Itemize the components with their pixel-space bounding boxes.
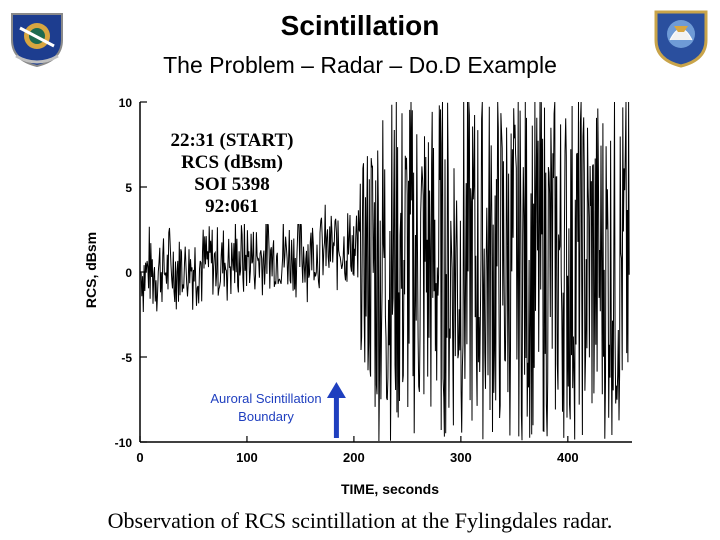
boundary-arrow-shaft [333, 396, 339, 438]
y-tick-label: -10 [115, 436, 133, 450]
rcs-trace [140, 101, 630, 442]
axis-labels: TIME, seconds RCS, dBsm [83, 232, 439, 497]
x-tick-label: 0 [136, 450, 143, 465]
chart-axes [139, 101, 632, 443]
annotation-label-line1: Auroral Scintillation [210, 391, 321, 406]
y-tick-label: 0 [125, 266, 132, 280]
y-tick-label: 10 [119, 96, 133, 110]
y-axis-label: RCS, dBsm [83, 232, 99, 308]
rcs-trace-line [140, 101, 630, 442]
scintillation-boundary-annotation: Auroral Scintillation Boundary [184, 382, 348, 438]
inset-text-line: RCS (dBsm) [181, 152, 283, 173]
slide-subtitle: The Problem – Radar – Do.D Example [163, 52, 557, 78]
inset-text-line: SOI 5398 [194, 174, 270, 195]
x-tick-label: 200 [343, 450, 365, 465]
agency-emblem-icon [654, 10, 708, 68]
x-axis-label: TIME, seconds [341, 481, 439, 497]
inset-text-line: 22:31 (START) [170, 130, 293, 151]
x-tick-label: 400 [557, 450, 579, 465]
x-tick-label: 100 [236, 450, 258, 465]
figure-caption: Observation of RCS scintillation at the … [107, 508, 613, 533]
annotation-label-line2: Boundary [238, 409, 294, 424]
annotation-background [184, 384, 348, 430]
y-tick-label: -5 [121, 351, 132, 365]
boundary-arrow-head [326, 382, 346, 398]
y-tick-label: 5 [125, 181, 132, 195]
inset-background [168, 128, 302, 224]
command-emblem-icon [11, 13, 63, 68]
slide-title: Scintillation [280, 10, 440, 41]
inset-text-line: 92:061 [205, 196, 259, 217]
x-tick-label: 300 [450, 450, 472, 465]
